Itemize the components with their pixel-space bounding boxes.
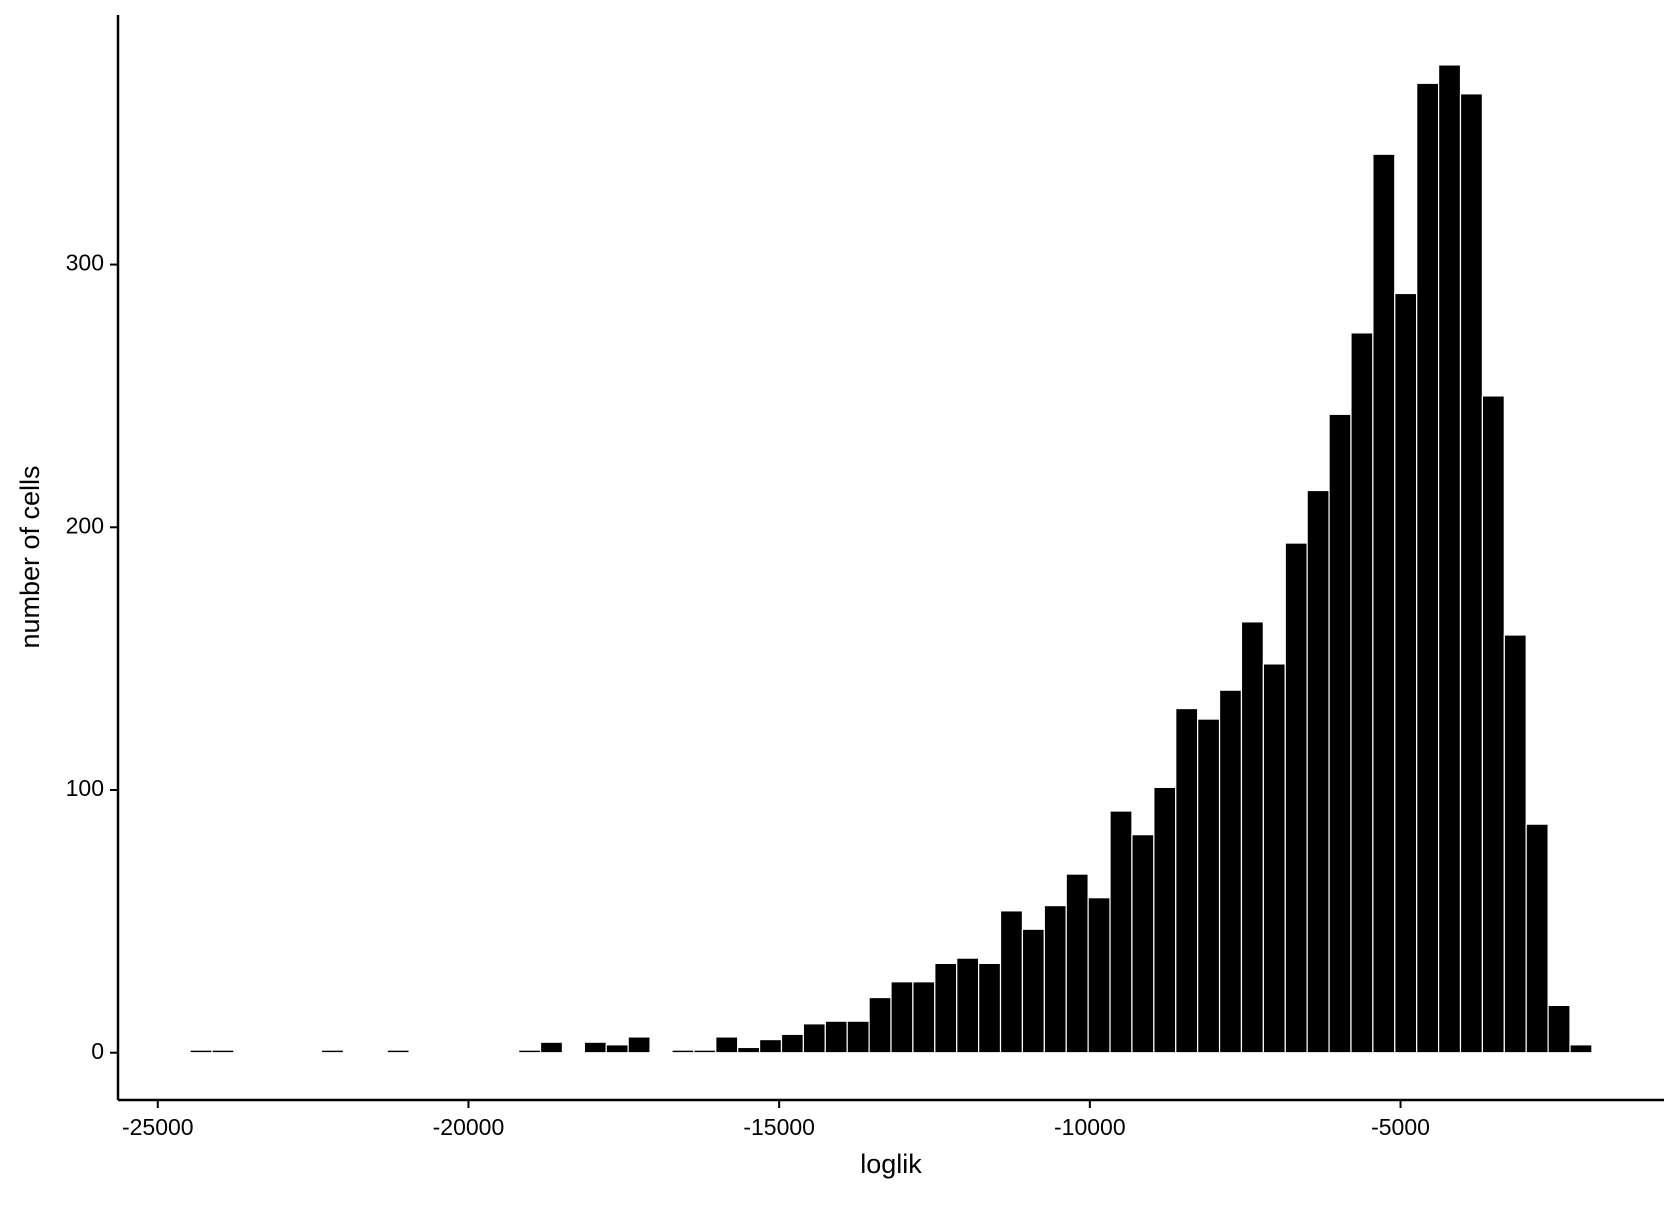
bar — [298, 1052, 323, 1055]
bar — [364, 1052, 388, 1055]
bar — [1437, 64, 1462, 1054]
bar — [342, 1052, 366, 1055]
bar — [802, 1023, 826, 1054]
bar — [255, 1052, 279, 1055]
bar — [1525, 823, 1549, 1054]
bar — [518, 1049, 542, 1054]
bar — [583, 1041, 607, 1054]
y-tick-label: 100 — [66, 775, 104, 801]
bar — [737, 1046, 761, 1054]
bar — [1372, 153, 1396, 1054]
bar — [561, 1052, 585, 1055]
bar — [912, 981, 936, 1054]
x-axis-title: loglik — [860, 1149, 922, 1179]
bar — [1065, 873, 1089, 1054]
bar — [539, 1041, 564, 1054]
bar — [474, 1052, 498, 1055]
x-tick-label: -5000 — [1371, 1114, 1430, 1140]
bar — [715, 1036, 739, 1054]
bar — [320, 1049, 345, 1054]
bar — [758, 1038, 783, 1054]
bar — [890, 981, 914, 1054]
bar — [627, 1036, 651, 1054]
bar — [934, 962, 958, 1054]
bar — [1218, 689, 1243, 1054]
y-tick-label: 300 — [66, 250, 104, 276]
bar — [233, 1052, 257, 1055]
bar — [824, 1020, 848, 1054]
bar — [1197, 718, 1221, 1054]
bar — [999, 910, 1024, 1054]
bar — [605, 1044, 629, 1054]
bar — [1087, 897, 1111, 1054]
bar — [1547, 1004, 1571, 1054]
bar — [693, 1049, 717, 1054]
x-tick-label: -20000 — [433, 1114, 505, 1140]
y-axis-title: number of cells — [15, 465, 45, 648]
bar — [780, 1033, 804, 1054]
bar — [1153, 786, 1177, 1054]
bar — [1043, 904, 1067, 1054]
bar — [496, 1052, 520, 1055]
bar — [430, 1052, 454, 1055]
bar — [1262, 663, 1286, 1054]
x-tick-label: -10000 — [1054, 1114, 1126, 1140]
bar — [1569, 1044, 1593, 1054]
bar — [386, 1049, 410, 1054]
bar — [1131, 834, 1155, 1054]
x-tick-label: -15000 — [743, 1114, 815, 1140]
bar — [1459, 93, 1484, 1054]
bar — [1240, 621, 1264, 1054]
bar — [868, 996, 892, 1054]
bar — [649, 1052, 673, 1055]
bar — [1394, 292, 1418, 1054]
bar — [1503, 634, 1527, 1054]
bar — [846, 1020, 870, 1054]
bar — [211, 1049, 235, 1054]
bar — [671, 1049, 695, 1054]
bar — [1328, 413, 1352, 1054]
bar — [956, 957, 980, 1054]
bar — [1175, 707, 1199, 1054]
x-tick-label: -25000 — [122, 1114, 194, 1140]
y-tick-label: 0 — [91, 1038, 104, 1064]
bar — [1284, 542, 1308, 1054]
bar — [1109, 810, 1133, 1054]
bar — [1021, 928, 1045, 1054]
bar — [1350, 332, 1374, 1054]
bar — [189, 1049, 213, 1054]
bar — [277, 1052, 301, 1055]
bar — [1481, 395, 1505, 1054]
bar — [408, 1052, 432, 1055]
bar — [452, 1052, 476, 1055]
bar — [1306, 489, 1330, 1054]
bar — [1416, 82, 1440, 1054]
y-tick-label: 200 — [66, 512, 104, 538]
bar — [978, 962, 1002, 1054]
